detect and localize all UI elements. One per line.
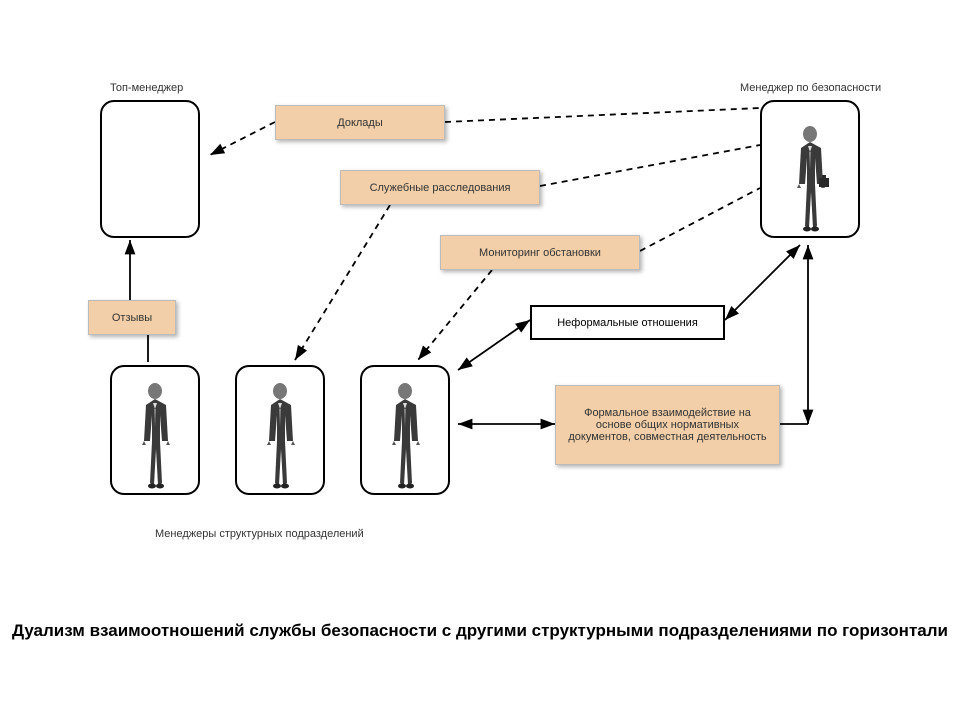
unit-managers-label: Менеджеры структурных подразделений xyxy=(155,528,364,540)
unit-manager-node xyxy=(235,365,325,495)
reviews-box: Отзывы xyxy=(88,300,176,335)
connector-line xyxy=(458,320,530,370)
monitoring-label: Мониторинг обстановки xyxy=(479,247,601,259)
reviews-label: Отзывы xyxy=(112,312,152,324)
connector-line xyxy=(418,270,492,360)
reports-label: Доклады xyxy=(337,117,383,129)
top-manager-label: Топ-менеджер xyxy=(110,82,183,94)
investigations-label: Служебные расследования xyxy=(370,182,511,194)
connector-line xyxy=(640,188,760,251)
person-icon xyxy=(257,379,303,489)
diagram-caption: Дуализм взаимоотношений службы безопасно… xyxy=(0,620,960,643)
informal-relations-label: Неформальные отношения xyxy=(557,317,698,329)
top-manager-node xyxy=(100,100,200,238)
person-icon xyxy=(132,379,178,489)
monitoring-box: Мониторинг обстановки xyxy=(440,235,640,270)
informal-relations-box: Неформальные отношения xyxy=(530,305,725,340)
security-manager-label: Менеджер по безопасности xyxy=(740,82,881,94)
unit-manager-node xyxy=(360,365,450,495)
person-icon xyxy=(787,122,833,232)
reports-box: Доклады xyxy=(275,105,445,140)
investigations-box: Служебные расследования xyxy=(340,170,540,205)
formal-interaction-label: Формальное взаимодействие на основе общи… xyxy=(566,407,769,443)
formal-interaction-box: Формальное взаимодействие на основе общи… xyxy=(555,385,780,465)
person-icon xyxy=(382,379,428,489)
connector-line xyxy=(295,205,390,360)
connector-line xyxy=(445,108,760,122)
unit-manager-node xyxy=(110,365,200,495)
connector-line xyxy=(540,145,760,186)
connector-line xyxy=(210,122,275,155)
connector-line xyxy=(725,245,800,320)
security-manager-node xyxy=(760,100,860,238)
